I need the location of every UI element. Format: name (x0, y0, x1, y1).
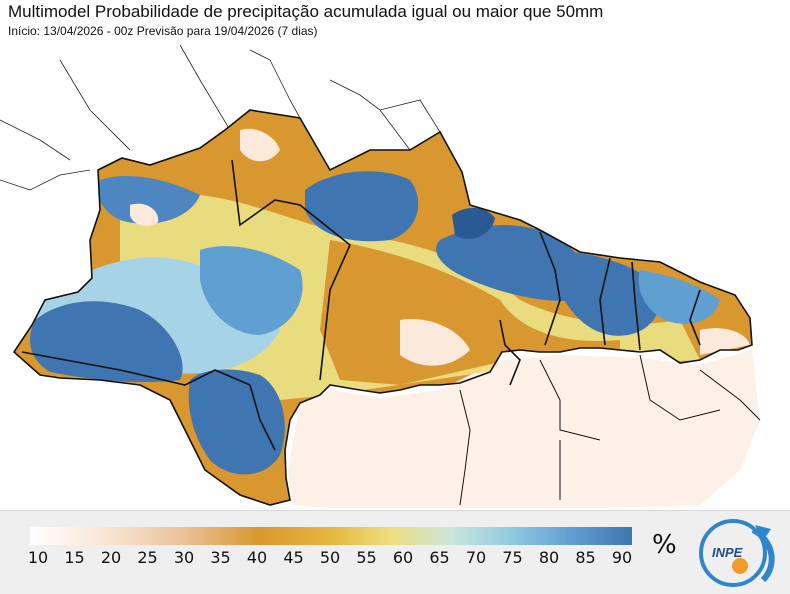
dry-patch-roraima (240, 128, 280, 162)
orange-band (320, 240, 620, 385)
dry-area (288, 350, 760, 508)
country-borders (0, 44, 441, 191)
unit-label: % (652, 530, 677, 560)
scale-tick-label: 15 (64, 548, 85, 567)
scale-tick-label: 45 (283, 548, 304, 567)
dry-patch-west (130, 203, 159, 226)
wet-central (200, 246, 303, 335)
lower-borders (459, 354, 761, 506)
wet-west (30, 301, 183, 383)
marajo-island (452, 207, 495, 239)
scale-tick-label: 80 (538, 548, 560, 567)
map-title: Multimodel Probabilidade de precipitação… (8, 2, 604, 21)
precipitation-map (0, 44, 761, 508)
scale-tick-label: 25 (137, 548, 158, 567)
wet-ceara (638, 270, 720, 324)
legend-panel (0, 510, 790, 594)
wet-northwest (98, 175, 200, 224)
scale-tick-label: 85 (575, 548, 596, 567)
scale-tick-label: 70 (465, 548, 487, 567)
wet-para-north (436, 225, 591, 301)
scale-tick-label: 60 (392, 548, 414, 567)
scale-tick-label: 65 (429, 548, 450, 567)
scale-tick-label: 90 (611, 548, 633, 567)
dry-patch-northeast (700, 328, 750, 355)
wet-maranhao (555, 250, 661, 336)
inpe-logo: INPE (699, 519, 775, 587)
scale-tick-label: 35 (210, 548, 231, 567)
scale-tick-label: 40 (246, 548, 268, 567)
map-subtitle: Início: 13/04/2026 - 00z Previsão para 1… (8, 24, 318, 38)
scale-tick-label: 10 (27, 548, 49, 567)
state-borders (12, 109, 753, 506)
wet-amapa (305, 171, 419, 242)
color-scale-bar (30, 527, 632, 545)
logo-text: INPE (712, 545, 743, 560)
scale-tick-label: 75 (502, 548, 523, 567)
scale-tick-label: 20 (100, 548, 122, 567)
dry-patch-east (400, 319, 470, 366)
wet-southwest (188, 369, 285, 475)
scale-tick-label: 30 (173, 548, 195, 567)
scale-tick-label: 55 (356, 548, 377, 567)
scale-tick-label: 50 (319, 548, 341, 567)
